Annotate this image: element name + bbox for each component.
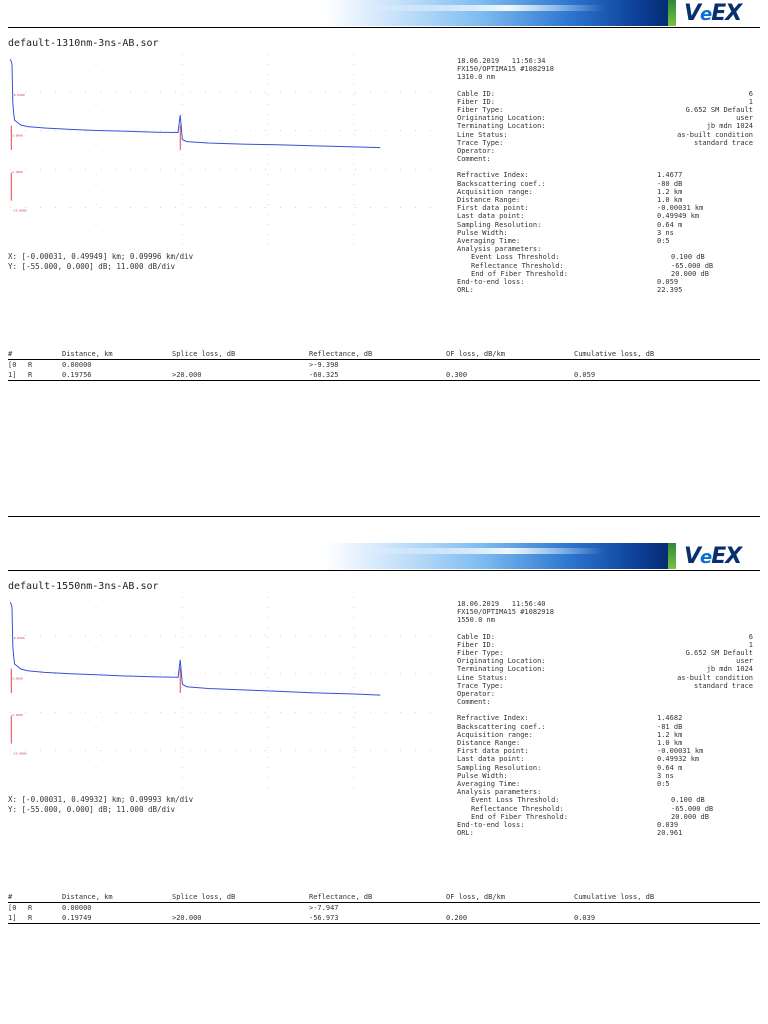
meta-instrument: FX150/OPTIMA15 #1082918 — [457, 608, 554, 617]
info-row: Trace Type: standard trace — [457, 681, 753, 690]
trace-filename: default-1310nm-3ns-AB.sor — [8, 38, 159, 49]
header-rule — [8, 570, 760, 571]
table-row: [0 R 0.00000 >-7.947 — [8, 904, 339, 912]
fiber-info: Cable ID: 6 Fiber ID: 1 Fiber Type: G.652 S… — [457, 90, 753, 164]
param-row: ORL: 20.961 — [457, 829, 683, 838]
info-row: Operator: — [457, 690, 495, 699]
table-row: 1] R 0.19749 >20.000 -56.973 0.200 0.039 — [8, 913, 760, 924]
info-row: Terminating Location: jb mdn 1024 — [457, 665, 753, 674]
param-row: Last data point: 0.49949 km — [457, 212, 700, 221]
axis-info: X: [-0.00031, 0.49949] km; 0.09996 km/di… — [8, 252, 193, 272]
param-row: Averaging Time: 0:5 — [457, 780, 670, 789]
param-row: Reflectance Threshold: -65.000 dB — [471, 804, 714, 813]
header-banner — [324, 543, 670, 569]
event-table: # Distance, km Splice loss, dB Reflectanc… — [8, 349, 760, 381]
report-1310: VeEX default-1310nm-3ns-AB.sor -8.8400 3.… — [0, 0, 768, 430]
trace-filename: default-1550nm-3ns-AB.sor — [8, 581, 159, 592]
banner-accent — [668, 0, 676, 26]
param-row: Analysis parameters: — [457, 245, 542, 254]
veex-logo: VeEX — [684, 544, 742, 569]
veex-logo: VeEX — [684, 1, 742, 26]
tick-label: -8.8400 — [12, 636, 25, 640]
param-row: Acquisition range: 1.2 km — [457, 187, 683, 196]
param-row: End of Fiber Threshold: 20.000 dB — [471, 812, 709, 821]
info-row: Originating Location: user — [457, 114, 753, 123]
param-row: First data point: -0.00031 km — [457, 747, 704, 756]
param-row: Event Loss Threshold: 0.100 dB — [471, 253, 705, 262]
info-row: Cable ID: 6 — [457, 89, 753, 98]
axis-info: X: [-0.00031, 0.49932] km; 0.09993 km/di… — [8, 795, 193, 815]
table-row: 1] R 0.19756 >20.000 -60.325 0.300 0.059 — [8, 370, 760, 381]
info-row: Fiber Type: G.652 SM Default — [457, 649, 753, 658]
param-row: Analysis parameters: — [457, 788, 542, 797]
meta-wavelength: 1550.0 nm — [457, 616, 495, 625]
measurement-params: Refractive Index: 1.4682 Backscattering c… — [457, 714, 753, 837]
event-table-header: # Distance, km Splice loss, dB Reflectanc… — [8, 349, 760, 360]
info-row: Trace Type: standard trace — [457, 138, 753, 147]
param-row: Backscattering coef.: -80 dB — [457, 179, 683, 188]
page-separator — [8, 516, 760, 517]
param-row: End-to-end loss: 0.039 — [457, 821, 679, 830]
param-row: Distance Range: 1.0 km — [457, 739, 683, 748]
param-row: Refractive Index: 1.4682 — [457, 714, 683, 723]
tick-label: 3.0000 — [12, 134, 23, 138]
param-row: Averaging Time: 0:5 — [457, 237, 670, 246]
trace-metadata: 18.06.2019 11:56:40 FX150/OPTIMA15 #1082… — [457, 600, 753, 837]
trace-metadata: 18.06.2019 11:56:34 FX150/OPTIMA15 #1082… — [457, 57, 753, 294]
otdr-trace-chart: -8.8400 3.0000 2.3000 -19.0000 — [9, 597, 440, 789]
info-row: Fiber Type: G.652 SM Default — [457, 106, 753, 115]
tick-label: -19.0000 — [12, 751, 27, 755]
info-row: Comment: — [457, 155, 491, 164]
event-table-header: # Distance, km Splice loss, dB Reflectanc… — [8, 892, 760, 903]
info-row: Line Status: as-built condition — [457, 673, 753, 682]
axis-x-range: X: [-0.00031, 0.49932] km; 0.09993 km/di… — [8, 795, 194, 804]
param-row: Sampling Resolution: 0.64 m — [457, 220, 683, 229]
meta-instrument: FX150/OPTIMA15 #1082918 — [457, 65, 554, 74]
event-table: # Distance, km Splice loss, dB Reflectanc… — [8, 892, 760, 924]
meta-datetime: 18.06.2019 11:56:34 — [457, 57, 546, 65]
param-row: Pulse Width: 3 ns — [457, 228, 674, 237]
tick-label: 2.3000 — [12, 713, 23, 717]
axis-y-range: Y: [-55.000, 0.000] dB; 11.000 dB/div — [8, 805, 176, 814]
axis-x-range: X: [-0.00031, 0.49949] km; 0.09996 km/di… — [8, 252, 194, 261]
meta-wavelength: 1310.0 nm — [457, 73, 495, 82]
param-row: Pulse Width: 3 ns — [457, 771, 674, 780]
table-row: [0 R 0.00000 >-9.398 — [8, 361, 339, 369]
param-row: Event Loss Threshold: 0.100 dB — [471, 796, 705, 805]
param-row: Refractive Index: 1.4677 — [457, 171, 683, 180]
info-row: Terminating Location: jb mdn 1024 — [457, 122, 753, 131]
param-row: ORL: 22.395 — [457, 286, 683, 295]
param-row: First data point: -0.00031 km — [457, 204, 704, 213]
axis-y-range: Y: [-55.000, 0.000] dB; 11.000 dB/div — [8, 262, 176, 271]
param-row: Reflectance Threshold: -65.000 dB — [471, 261, 714, 270]
info-row: Comment: — [457, 698, 491, 707]
info-row: Fiber ID: 1 — [457, 97, 753, 106]
param-row: End of Fiber Threshold: 20.000 dB — [471, 269, 709, 278]
info-row: Line Status: as-built condition — [457, 130, 753, 139]
param-row: Sampling Resolution: 0.64 m — [457, 763, 683, 772]
tick-label: 3.0000 — [12, 677, 23, 681]
info-row: Fiber ID: 1 — [457, 640, 753, 649]
tick-label: 2.3000 — [12, 170, 23, 174]
param-row: End-to-end loss: 0.059 — [457, 278, 679, 287]
tick-label: -19.0000 — [12, 208, 27, 212]
info-row: Cable ID: 6 — [457, 632, 753, 641]
param-row: Backscattering coef.: -81 dB — [457, 722, 683, 731]
param-row: Distance Range: 1.0 km — [457, 196, 683, 205]
trace-line — [9, 601, 381, 696]
measurement-params: Refractive Index: 1.4677 Backscattering c… — [457, 171, 753, 294]
meta-datetime: 18.06.2019 11:56:40 — [457, 600, 546, 608]
report-1550: VeEX default-1550nm-3ns-AB.sor -8.8400 3.… — [0, 543, 768, 973]
info-row: Operator: — [457, 147, 495, 156]
fiber-info: Cable ID: 6 Fiber ID: 1 Fiber Type: G.652 S… — [457, 633, 753, 707]
param-row: Acquisition range: 1.2 km — [457, 730, 683, 739]
header-banner — [324, 0, 670, 26]
tick-label: -8.8400 — [12, 93, 25, 97]
info-row: Originating Location: user — [457, 657, 753, 666]
header-rule — [8, 27, 760, 28]
otdr-trace-chart: -8.8400 3.0000 2.3000 -19.0000 — [9, 54, 440, 246]
param-row: Last data point: 0.49932 km — [457, 755, 700, 764]
trace-line — [9, 58, 381, 149]
banner-accent — [668, 543, 676, 569]
